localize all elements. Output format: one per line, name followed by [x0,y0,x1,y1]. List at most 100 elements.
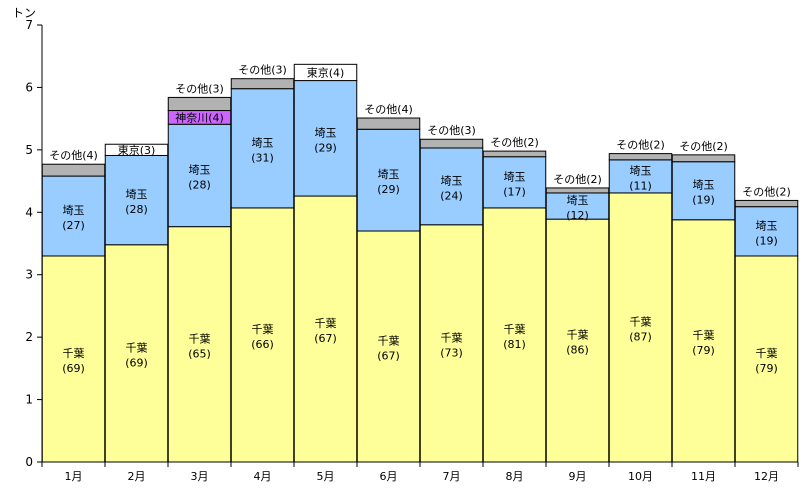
data-label-name: 千葉 [378,334,400,348]
data-label: その他(2) [553,173,602,186]
data-label-name: 千葉 [252,322,274,336]
data-label-name: 埼玉 [378,167,400,181]
bar-segment-埼玉-7月 [419,147,484,226]
bar-segment-千葉-11月 [671,219,736,463]
data-label-name: 埼玉 [504,169,526,183]
bar-segment-千葉-6月 [356,230,421,463]
x-tick-label: 6月 [380,470,398,483]
data-label-count: (81) [503,338,526,351]
bar-segment-その他-6月 [356,117,421,130]
data-label-count: (79) [692,344,715,357]
x-tick-label: 4月 [254,470,272,483]
bar-segment-埼玉-2月 [104,154,169,246]
data-label-count: (65) [188,347,211,360]
bar-segment-その他-7月 [419,138,484,149]
bar-segment-その他-9月 [545,187,610,194]
bar-segment-千葉-12月 [734,255,799,463]
x-tick-label: 7月 [443,470,461,483]
y-tick-label: 0 [25,455,33,469]
bar-segment-その他-4月 [230,78,295,90]
y-tick-label: 4 [25,205,33,219]
data-label-count: (66) [251,338,274,351]
data-label-count: (27) [62,219,85,232]
bar-segment-その他-11月 [671,154,736,163]
bar-segment-千葉-4月 [230,207,295,463]
data-label-count: (19) [692,194,715,207]
bar-segment-埼玉-4月 [230,88,295,209]
data-label-count: (31) [251,151,274,164]
bar-segment-千葉-1月 [41,255,106,463]
data-label-count: (73) [440,346,463,359]
bar-segment-千葉-2月 [104,244,169,463]
x-tick-label: 1月 [65,470,83,483]
bar-segment-千葉-10月 [608,192,673,463]
bar-segment-その他-8月 [482,150,547,158]
data-label-count: (11) [629,179,652,192]
x-tick-label: 5月 [317,470,335,483]
data-label-count: (28) [188,178,211,191]
y-tick-label: 6 [25,80,33,94]
x-tick-label: 12月 [754,470,779,483]
data-label-count: (28) [125,203,148,216]
y-axis-unit: トン [12,6,36,20]
data-label-count: (87) [629,330,652,343]
data-label-count: (19) [755,234,778,247]
data-label-name: 千葉 [126,340,148,354]
data-label: その他(2) [679,140,728,153]
data-label-count: (17) [503,185,526,198]
data-label: その他(2) [616,139,665,152]
bar-segment-千葉-9月 [545,218,610,463]
data-label-name: 埼玉 [693,178,715,192]
bar-segment-埼玉-11月 [671,161,736,221]
bar-segment-その他-10月 [608,153,673,161]
data-label-name: 埼玉 [567,193,589,207]
y-tick-label: 2 [25,330,33,344]
data-label-name: 千葉 [756,346,778,360]
data-label-name: 千葉 [441,330,463,344]
data-label-name: 埼玉 [63,203,85,217]
bar-segment-埼玉-10月 [608,159,673,194]
data-label-count: (29) [377,183,400,196]
data-label-name: 埼玉 [630,163,652,177]
data-label-name: 千葉 [504,322,526,336]
data-label-count: (69) [125,356,148,369]
data-label-count: (79) [755,362,778,375]
data-label-name: 千葉 [315,316,337,330]
bar-segment-埼玉-1月 [41,175,106,257]
bar-segment-その他-12月 [734,199,799,208]
data-label-count: (67) [314,332,337,345]
bar-segment-千葉-7月 [419,224,484,463]
data-label-name: 千葉 [189,331,211,345]
data-label-name: 埼玉 [252,135,274,149]
data-label: その他(4) [364,103,413,116]
data-label-name: 埼玉 [189,162,211,176]
y-tick-label: 3 [25,268,33,282]
data-label-name: 千葉 [630,314,652,328]
data-label-count: (12) [566,209,589,222]
data-label-count: (86) [566,344,589,357]
data-label-name: 千葉 [567,328,589,342]
y-tick-label: 7 [25,18,33,32]
bar-segment-その他-3月 [167,96,232,112]
bar-segment-その他-1月 [41,163,106,177]
data-label-count: (24) [440,189,463,202]
data-label-name: 埼玉 [315,125,337,139]
y-tick-label: 1 [25,393,33,407]
bar-segment-千葉-3月 [167,226,232,463]
data-label: その他(4) [49,149,98,162]
data-label: その他(3) [238,64,287,77]
data-label: その他(3) [427,124,476,137]
data-label-count: (67) [377,350,400,363]
data-label: 神奈川(4) [175,110,224,124]
data-label: その他(2) [490,136,539,149]
data-label: 東京(3) [118,143,156,157]
bar-segment-埼玉-3月 [167,123,232,228]
data-label-count: (29) [314,141,337,154]
bar-segment-埼玉-8月 [482,156,547,209]
x-tick-label: 3月 [191,470,209,483]
x-tick-label: 9月 [569,470,587,483]
data-label-name: 千葉 [63,346,85,360]
data-label: その他(3) [175,82,224,95]
